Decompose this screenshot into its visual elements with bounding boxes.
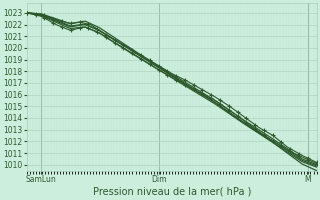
X-axis label: Pression niveau de la mer( hPa ): Pression niveau de la mer( hPa ) bbox=[92, 187, 251, 197]
